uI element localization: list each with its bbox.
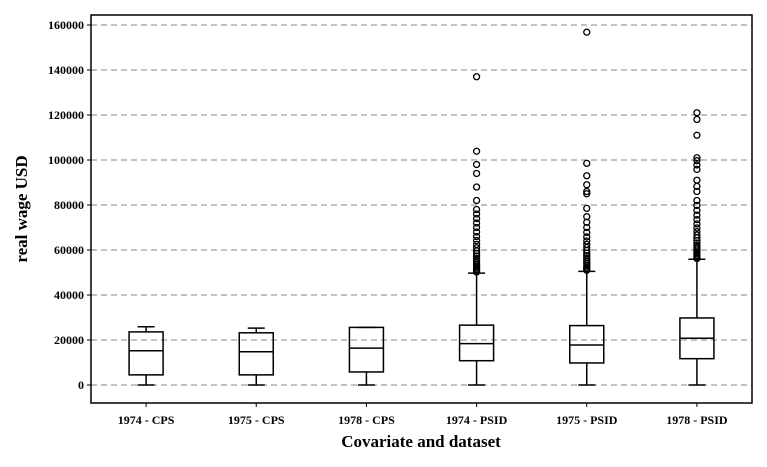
y-axis-label: real wage USD [12, 155, 31, 262]
outlier-point [693, 176, 701, 184]
outlier-point [693, 231, 701, 239]
outlier-point [472, 252, 481, 260]
outlier-point [693, 165, 701, 174]
outlier-point [583, 228, 591, 237]
box-iqr [238, 332, 274, 376]
outlier-point [583, 159, 591, 168]
outlier-point [472, 228, 481, 236]
outlier-point [693, 241, 701, 249]
y-tick-label: 100000 [48, 153, 84, 167]
outlier-point [472, 254, 481, 263]
y-tick-label: 120000 [48, 108, 84, 122]
x-tick-label: 1978 - CPS [338, 413, 395, 427]
outlier-point [693, 109, 701, 117]
outlier-point [693, 215, 701, 224]
outlier-point [693, 161, 701, 169]
box-4 [458, 73, 495, 386]
x-axis-label: Covariate and dataset [341, 432, 501, 451]
y-tick-label: 40000 [54, 288, 84, 302]
y-tick-label: 80000 [54, 198, 84, 212]
outlier-point [472, 147, 481, 155]
outlier-point [472, 169, 481, 178]
outlier-point [583, 172, 591, 180]
outlier-point [693, 154, 701, 162]
outlier-point [472, 160, 481, 169]
box-3 [348, 326, 385, 386]
gridlines [91, 24, 752, 386]
outlier-point [472, 214, 481, 223]
outlier-point [693, 239, 701, 247]
outlier-point [583, 213, 591, 221]
plot-frame [90, 14, 753, 404]
outlier-point [693, 206, 701, 215]
box-iqr [348, 326, 385, 373]
outlier-point [583, 181, 591, 189]
outlier-point [583, 204, 591, 213]
y-tick-label: 140000 [48, 63, 84, 77]
outlier-point [583, 233, 591, 241]
x-tick-label: 1978 - PSID [666, 413, 728, 427]
outlier-point [583, 223, 591, 232]
outlier-point [472, 232, 481, 241]
outlier-point [472, 236, 481, 245]
outlier-point [693, 201, 701, 210]
y-tick-label: 0 [78, 378, 84, 392]
outlier-point [693, 224, 701, 232]
outlier-point [472, 219, 481, 227]
outlier-point [583, 237, 591, 245]
box-2 [238, 327, 274, 386]
outlier-point [583, 240, 591, 249]
x-tick-label: 1974 - PSID [446, 413, 508, 427]
y-tick-label: 160000 [48, 18, 84, 32]
outlier-point [583, 187, 591, 196]
outlier-point [693, 131, 701, 139]
y-tick-label: 60000 [54, 243, 84, 257]
box-1 [128, 325, 164, 386]
outlier-point [472, 244, 481, 252]
outlier-point [693, 211, 701, 219]
outlier-point [583, 251, 591, 260]
box-iqr [128, 331, 164, 376]
x-tick-label: 1975 - CPS [228, 413, 285, 427]
y-axis-ticks: 0 20000 40000 60000 80000 100000 120000 140000 1… [48, 18, 91, 392]
outlier-point [472, 223, 481, 232]
outlier-point [583, 254, 591, 262]
outlier-point [472, 73, 481, 81]
box-6 [679, 109, 715, 386]
outlier-point [583, 190, 591, 198]
x-tick-label: 1974 - CPS [118, 413, 175, 427]
outlier-point [693, 187, 701, 196]
outlier-point [472, 196, 481, 205]
outlier-point [472, 240, 481, 249]
outlier-point [693, 227, 701, 236]
boxes [128, 28, 715, 386]
x-axis-ticks: 1974 - CPS 1975 - CPS 1978 - CPS 1974 - PSI… [118, 403, 728, 427]
outlier-point [472, 210, 481, 218]
outlier-point [693, 196, 701, 205]
outlier-point [472, 183, 481, 191]
y-tick-label: 20000 [54, 333, 84, 347]
outlier-point [472, 205, 481, 214]
outlier-point [693, 115, 701, 124]
x-tick-label: 1975 - PSID [556, 413, 618, 427]
outlier-point [693, 157, 701, 165]
outlier-point [693, 220, 701, 228]
outlier-point [583, 28, 591, 36]
box-5 [569, 28, 605, 386]
